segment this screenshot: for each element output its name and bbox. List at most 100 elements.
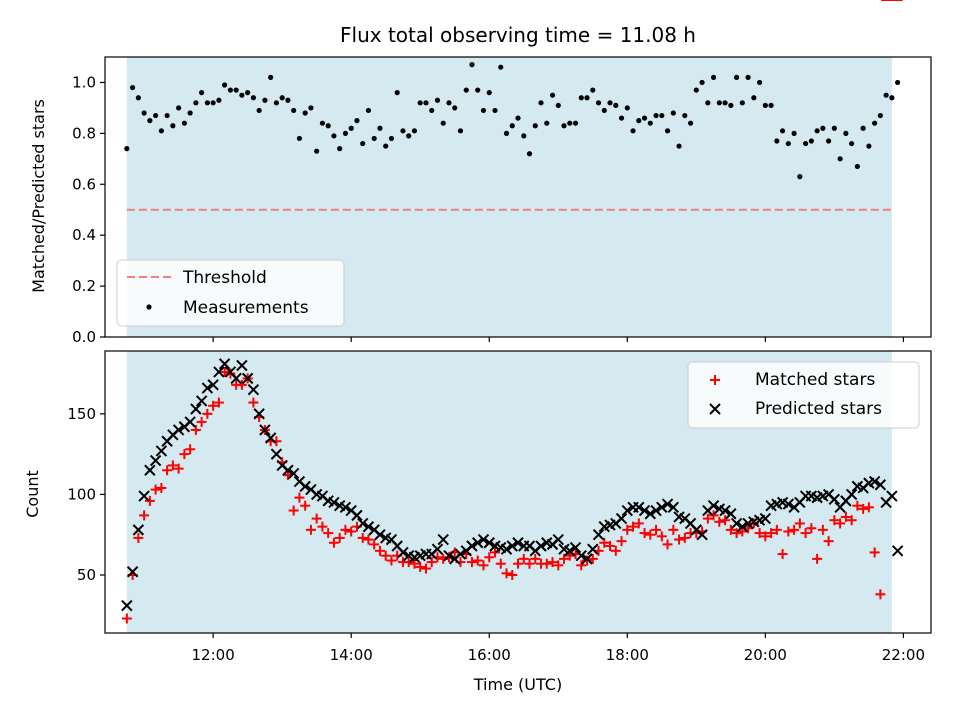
matched-star-point <box>530 553 541 564</box>
predicted-star-point <box>299 480 311 493</box>
matched-star-point <box>576 560 587 571</box>
matched-star-point <box>645 529 656 540</box>
measurement-point <box>383 143 389 149</box>
measurement-point <box>394 90 400 96</box>
measurement-point <box>262 97 268 103</box>
predicted-star-point <box>126 566 139 578</box>
measurement-point <box>406 133 412 139</box>
bottom-x-axis-ticks: 12:00 14:00 16:00 18:00 20:00 22:00 <box>192 633 925 664</box>
matched-star-point <box>374 545 385 556</box>
x-tick-label: 22:00 <box>882 646 925 664</box>
matched-star-point <box>863 502 874 513</box>
matched-star-point <box>121 613 132 624</box>
top-x-axis-ticks <box>212 337 904 342</box>
measurement-point <box>388 135 395 142</box>
matched-star-point <box>869 547 880 558</box>
measurement-point <box>342 130 349 136</box>
measurement-point <box>331 133 337 139</box>
predicted-star-point <box>587 543 599 555</box>
matched-star-point <box>714 516 725 527</box>
predicted-star-point <box>644 508 657 520</box>
top-y-tick-label: 0.0 <box>72 328 96 346</box>
matched-star-point <box>202 408 213 419</box>
matched-star-point <box>369 539 380 550</box>
top-y-tick-label: 0.8 <box>72 124 96 142</box>
predicted-star-point <box>886 490 898 502</box>
predicted-star-point <box>149 454 162 467</box>
predicted-star-point <box>454 548 467 560</box>
matched-star-point <box>323 528 334 539</box>
predicted-legend-swatch <box>709 403 721 415</box>
matched-star-point <box>386 555 397 566</box>
measurement-point <box>647 120 653 126</box>
legend-threshold-label: Threshold <box>182 268 267 288</box>
top-panel: 0.0 0.2 0.4 0.6 0.8 1.0 Matched/Predicted sta… <box>29 56 932 346</box>
predicted-star-point <box>615 512 628 525</box>
legend-matched-label: Matched stars <box>755 370 875 390</box>
matched-star-point <box>725 524 736 535</box>
matched-star-point <box>547 557 558 568</box>
predicted-star-point <box>633 501 645 514</box>
matched-star-point <box>794 518 805 529</box>
measurement-point <box>785 140 791 147</box>
measurement-point <box>889 95 895 101</box>
matched-star-point <box>489 547 500 558</box>
measurement-point <box>687 120 694 126</box>
matched-star-point <box>651 524 662 535</box>
measurement-point <box>745 74 751 80</box>
predicted-star-point <box>247 383 260 396</box>
matched-star-point <box>835 518 846 529</box>
measurement-point <box>233 87 239 93</box>
x-tick-label: 12:00 <box>192 646 235 664</box>
matched-star-point <box>133 532 144 543</box>
measurement-point <box>613 102 619 108</box>
predicted-star-point <box>282 464 294 476</box>
measurement-point <box>279 95 285 101</box>
matched-star-point <box>662 539 673 550</box>
measurement-point <box>314 148 320 154</box>
matched-star-point <box>179 449 190 460</box>
measurement-point <box>751 95 757 101</box>
measurement-point <box>883 92 889 98</box>
measurement-point <box>549 92 556 98</box>
matched-star-point <box>185 444 196 455</box>
predicted-star-point <box>253 408 265 420</box>
top-y-tick-label: 0.6 <box>72 175 96 193</box>
measurement-point <box>676 143 682 149</box>
matched-star-point <box>415 561 426 572</box>
measurement-point <box>273 100 280 106</box>
predicted-star-point <box>500 543 513 555</box>
predicted-star-point <box>437 533 449 546</box>
matched-star-point <box>409 558 420 569</box>
measurement-point <box>532 123 538 129</box>
predicted-star-point <box>845 488 858 501</box>
top-y-tick-label: 1.0 <box>72 73 96 91</box>
top-y-axis-label: Matched/Predicted stars <box>29 99 48 293</box>
predicted-star-point <box>891 545 904 557</box>
measurement-point <box>239 92 245 98</box>
predicted-star-point <box>172 424 185 436</box>
predicted-star-point <box>184 416 196 428</box>
top-legend: Threshold Measurements <box>116 259 345 327</box>
matched-star-point <box>305 524 316 535</box>
matched-star-point <box>599 537 610 548</box>
matched-star-point <box>875 589 886 600</box>
predicted-star-point <box>868 475 881 488</box>
measurement-point <box>348 125 354 131</box>
measurement-point <box>135 95 141 101</box>
measurement-point <box>170 123 176 129</box>
predicted-star-point <box>477 533 490 546</box>
predicted-star-point <box>535 540 547 552</box>
predicted-star-point <box>138 490 150 502</box>
measurement-point <box>400 128 406 134</box>
predicted-star-point <box>466 540 478 552</box>
matched-star-point <box>288 505 299 516</box>
predicted-star-point <box>230 372 242 385</box>
measurement-point <box>480 107 487 114</box>
measurement-point <box>555 102 561 108</box>
measurement-point <box>653 112 659 119</box>
matched-star-point <box>852 500 863 511</box>
matched-star-point <box>219 366 230 377</box>
measurement-point <box>595 100 602 106</box>
measurement-point <box>791 130 797 136</box>
